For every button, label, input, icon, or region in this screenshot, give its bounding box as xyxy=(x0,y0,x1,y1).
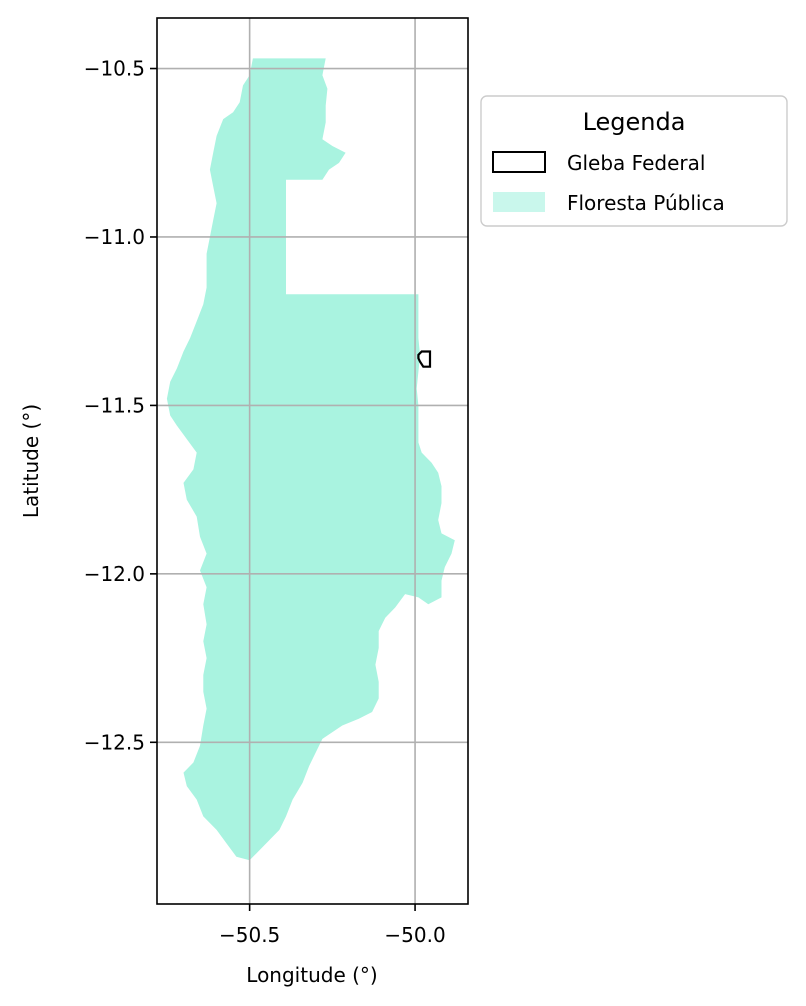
legend-label-floresta-publica: Floresta Pública xyxy=(567,191,725,215)
y-tick-label: −11.5 xyxy=(84,393,145,417)
legend: Legenda Gleba Federal Floresta Pública xyxy=(481,96,787,226)
y-axis-label: Latitude (°) xyxy=(19,404,43,518)
legend-title: Legenda xyxy=(583,108,686,136)
y-tick-label: −11.0 xyxy=(84,225,145,249)
floresta-publica-area xyxy=(167,58,455,860)
legend-label-gleba-federal: Gleba Federal xyxy=(567,151,705,175)
y-tick-label: −12.0 xyxy=(84,562,145,586)
y-tick-label: −10.5 xyxy=(84,57,145,81)
legend-swatch-floresta-publica xyxy=(493,192,545,212)
x-axis: −50.5 −50.0 xyxy=(219,904,446,947)
x-tick-label: −50.0 xyxy=(384,923,445,947)
y-tick-label: −12.5 xyxy=(84,730,145,754)
gleba-federal-outline xyxy=(418,352,430,367)
y-axis: −10.5 −11.0 −11.5 −12.0 −12.5 xyxy=(84,57,157,755)
x-axis-label: Longitude (°) xyxy=(246,963,377,987)
x-tick-label: −50.5 xyxy=(219,923,280,947)
